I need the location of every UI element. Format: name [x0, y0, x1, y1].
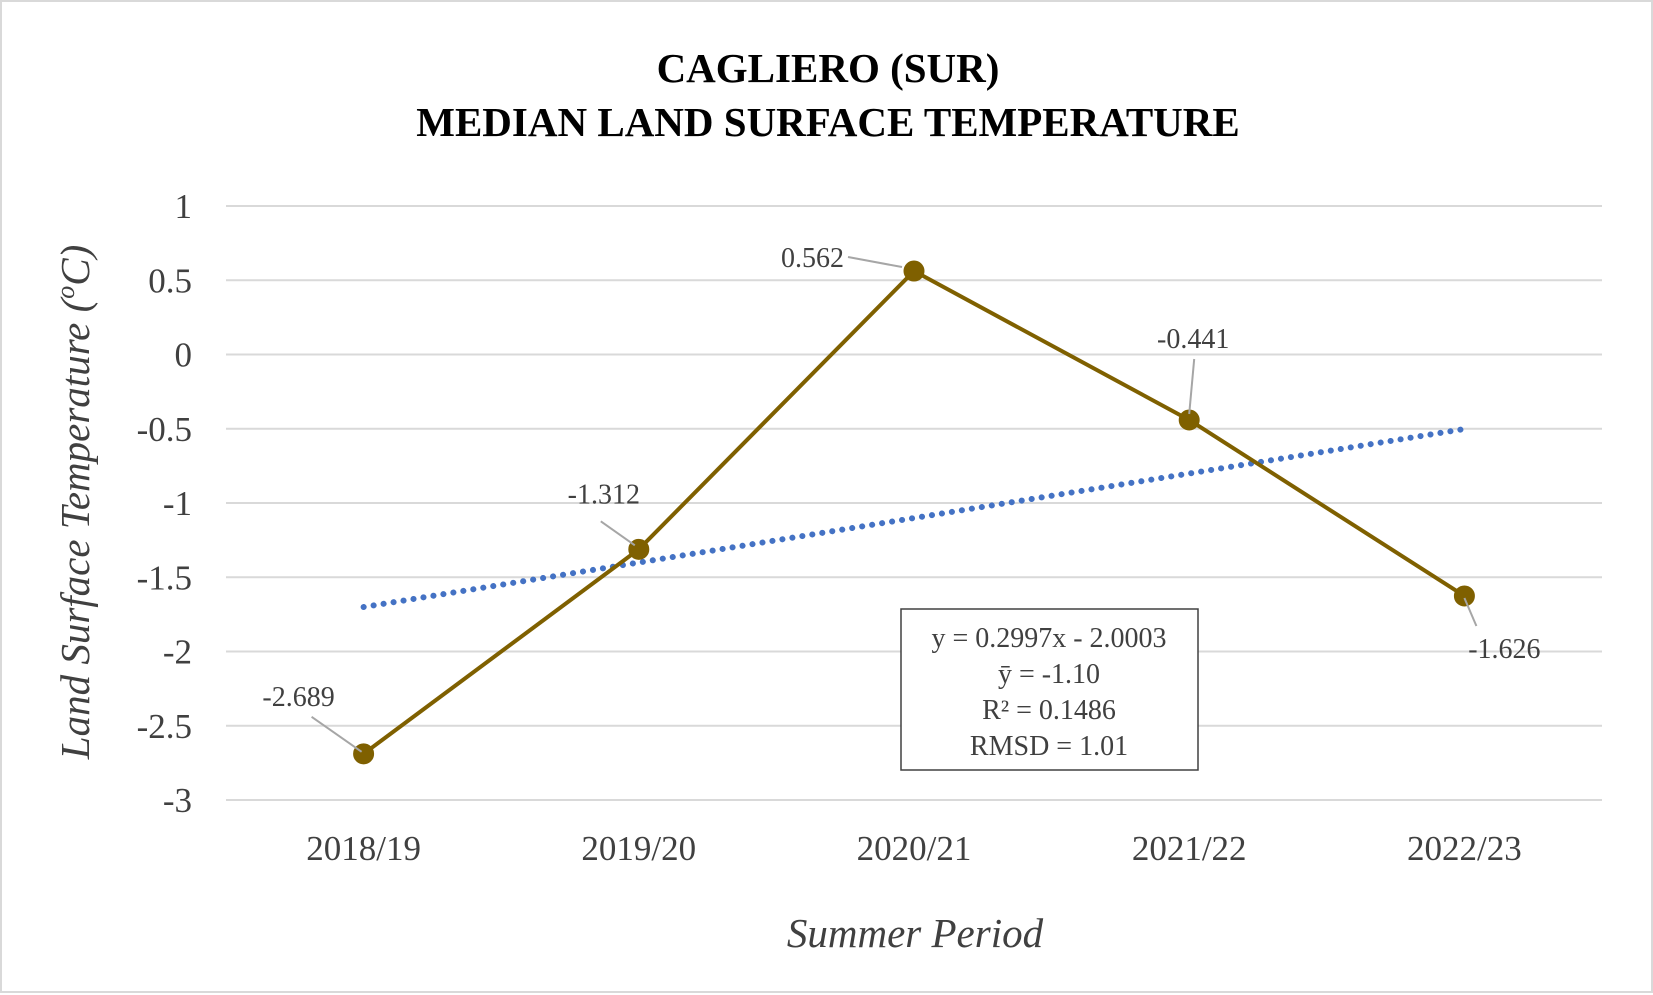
- data-label: -1.626: [1468, 634, 1540, 665]
- chart-title-line-1: CAGLIERO (SUR): [657, 45, 1000, 91]
- x-tick-label: 2022/23: [1407, 829, 1522, 868]
- trendline: [360, 426, 1468, 611]
- data-label: -0.441: [1157, 324, 1229, 355]
- data-labels: -2.689 -1.312 0.562 -0.441 -1.626: [262, 243, 1541, 753]
- y-tick-label: -2: [163, 633, 192, 672]
- stats-equation: y = 0.2997x - 2.0003: [931, 623, 1166, 654]
- stats-rmsd: RMSD = 1.01: [970, 731, 1128, 762]
- data-point-marker: [903, 260, 925, 282]
- y-axis-title: Land Surface Temperature (oC): [51, 245, 98, 760]
- chart-title: CAGLIERO (SUR) MEDIAN LAND SURFACE TEMPE…: [416, 45, 1239, 145]
- x-tick-label: 2021/22: [1132, 829, 1247, 868]
- data-label-leader-line: [600, 520, 636, 547]
- y-tick-label: 0: [175, 336, 193, 375]
- y-tick-label: 1: [175, 187, 193, 226]
- y-axis-ticks: 1 0.5 0 -0.5 -1 -1.5 -2 -2.5 -3: [137, 187, 192, 820]
- y-tick-label: -0.5: [137, 410, 192, 449]
- trendline-path: [360, 426, 1468, 611]
- chart-title-line-2: MEDIAN LAND SURFACE TEMPERATURE: [416, 99, 1239, 145]
- data-label: -1.312: [568, 479, 640, 510]
- y-axis-title-unit: C): [52, 245, 98, 286]
- data-label-leader-line: [311, 715, 363, 753]
- y-axis-title-superscript: o: [51, 286, 80, 299]
- regression-stats-box: y = 0.2997x - 2.0003 ȳ = -1.10 R² = 0.14…: [900, 608, 1199, 771]
- x-tick-label: 2018/19: [306, 829, 421, 868]
- y-tick-label: -2.5: [137, 707, 192, 746]
- x-axis-title: Summer Period: [787, 910, 1044, 956]
- stats-box-border: [900, 608, 1199, 771]
- y-tick-label: -1.5: [137, 558, 192, 597]
- data-label-leader-line: [1463, 597, 1478, 627]
- data-point-marker: [1453, 585, 1475, 607]
- y-tick-label: -3: [163, 781, 192, 820]
- data-label: -2.689: [262, 682, 334, 713]
- data-point-marker: [353, 743, 375, 765]
- x-tick-label: 2019/20: [581, 829, 696, 868]
- stats-mean: ȳ = -1.10: [998, 659, 1100, 690]
- x-axis-ticks: 2018/19 2019/20 2020/21 2021/22 2022/23: [306, 829, 1522, 868]
- data-label: 0.562: [781, 243, 844, 274]
- x-tick-label: 2020/21: [857, 829, 972, 868]
- gridlines: [226, 205, 1602, 801]
- stats-r-squared: R² = 0.1486: [982, 695, 1116, 726]
- y-tick-label: 0.5: [148, 261, 192, 300]
- data-label-leader-line: [847, 256, 903, 269]
- y-tick-label: -1: [163, 484, 192, 523]
- y-axis-title-main: Land Surface Temperature (: [52, 296, 98, 760]
- data-label-leader-line: [1188, 358, 1196, 415]
